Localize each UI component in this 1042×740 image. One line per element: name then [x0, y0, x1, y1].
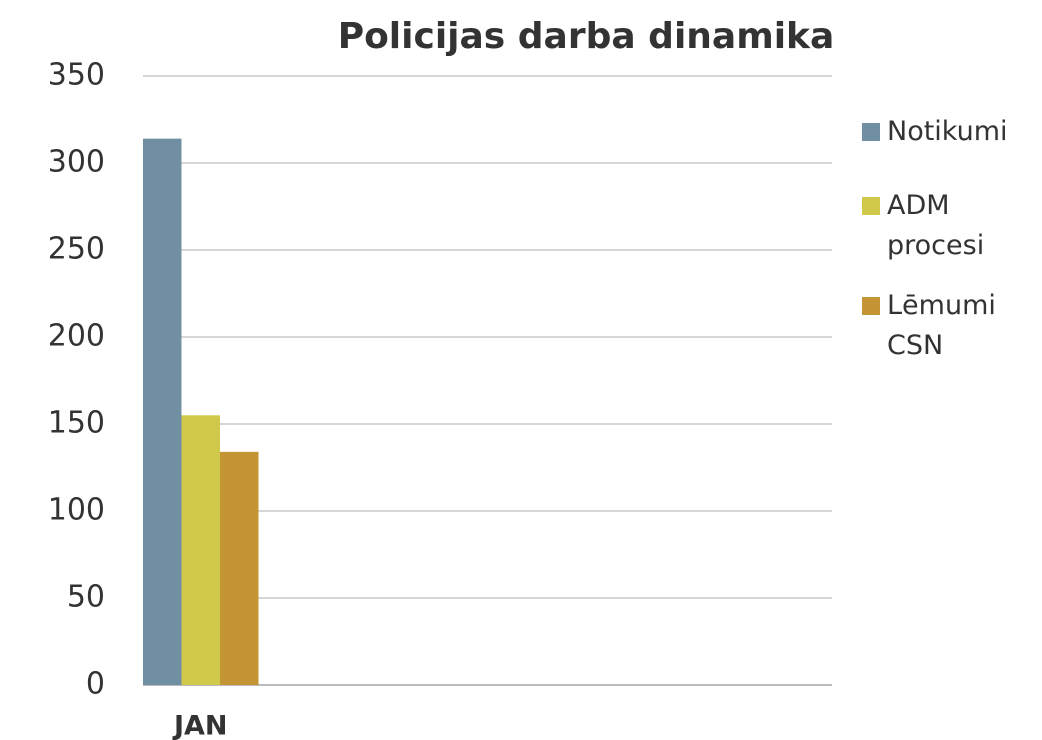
legend-item: ADM procesi [862, 186, 1022, 266]
y-tick-label: 0 [86, 667, 105, 702]
bar [220, 451, 259, 685]
legend-item: Notikumi [862, 112, 1022, 152]
y-tick-label: 250 [48, 232, 105, 267]
legend-swatch [862, 297, 880, 315]
x-tick-label: JAN [172, 711, 228, 740]
legend-swatch [862, 197, 880, 215]
chart-title: Policijas darba dinamika [338, 16, 835, 57]
bar [143, 138, 182, 685]
y-tick-label: 300 [48, 145, 105, 180]
y-tick-label: 50 [67, 580, 105, 615]
y-tick-label: 200 [48, 319, 105, 354]
y-tick-label: 150 [48, 406, 105, 441]
legend-label: Notikumi [887, 116, 1008, 147]
y-tick-label: 100 [48, 493, 105, 528]
legend-label: ADM procesi [887, 190, 985, 261]
legend-item: Lēmumi CSN [862, 286, 1022, 366]
y-tick-label: 350 [48, 58, 105, 93]
legend-swatch [862, 123, 880, 141]
legend-label: Lēmumi CSN [887, 290, 996, 361]
bar [181, 415, 220, 685]
